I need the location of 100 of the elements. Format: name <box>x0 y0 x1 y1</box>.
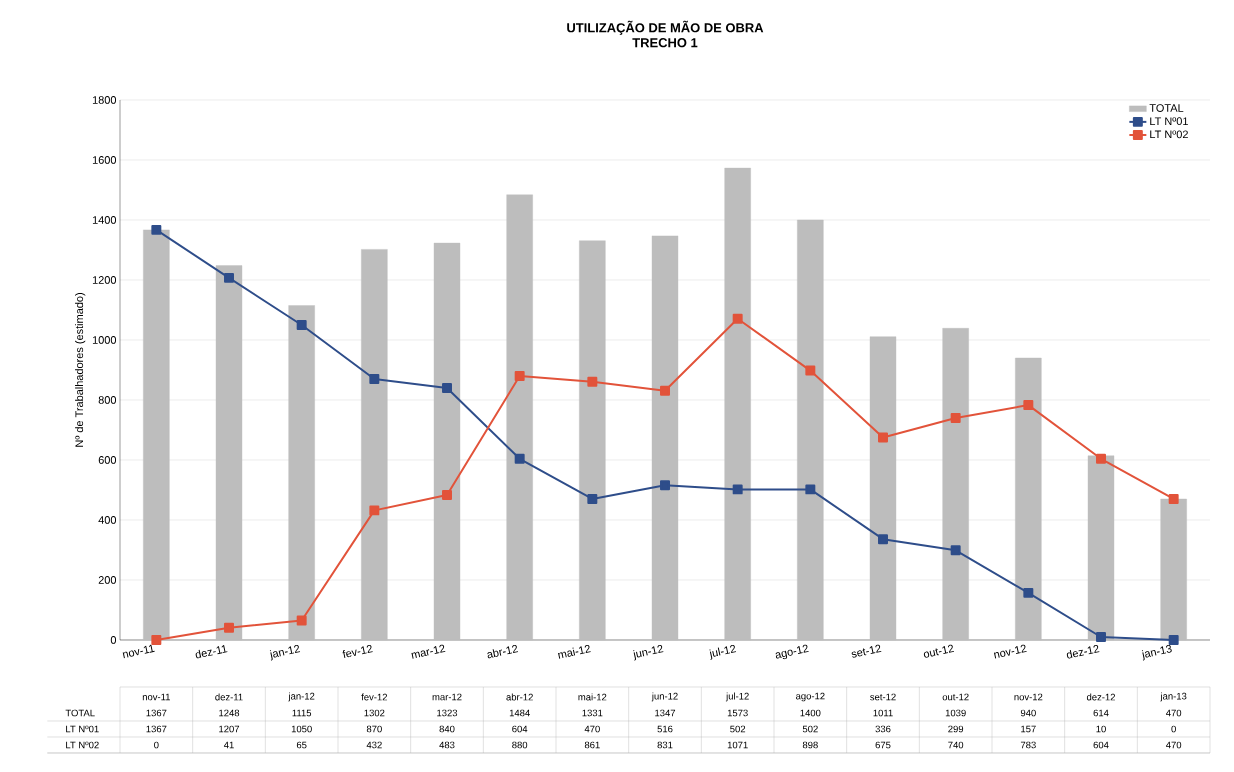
data-label: 0 <box>1171 725 1176 733</box>
data-label: 502 <box>802 725 818 733</box>
data-label: 940 <box>1020 709 1036 717</box>
data-label: 502 <box>730 725 746 733</box>
category-label: ago-12 <box>796 692 825 702</box>
bar <box>361 249 388 641</box>
point <box>296 320 307 330</box>
x-tick-label: jan-13 <box>1141 645 1172 661</box>
y-tick-label: 1800 <box>92 96 117 104</box>
x-tick-label: dez-11 <box>195 645 228 659</box>
data-label: 1248 <box>219 709 240 717</box>
point <box>514 371 525 381</box>
data-label: 880 <box>512 741 528 749</box>
point <box>878 534 888 545</box>
bar <box>942 328 969 641</box>
chart-subtitle: TRECHO 1 <box>632 38 698 48</box>
data-label: 299 <box>948 725 964 733</box>
point <box>151 635 162 645</box>
data-label: 10 <box>1096 725 1106 733</box>
bar <box>143 229 170 641</box>
data-label: 1323 <box>437 709 458 717</box>
legend-label: TOTAL <box>1149 104 1184 112</box>
y-tick-label: 1200 <box>92 276 117 284</box>
data-label: 41 <box>223 741 234 749</box>
y-tick-label: 1000 <box>92 336 117 344</box>
bar <box>1160 498 1187 641</box>
category-label: nov-11 <box>142 693 170 701</box>
data-label: 831 <box>657 741 673 749</box>
data-label: 516 <box>657 725 673 733</box>
data-label: 470 <box>584 725 600 733</box>
point <box>1023 587 1034 598</box>
point <box>442 383 452 393</box>
point <box>224 622 234 633</box>
point <box>805 365 816 376</box>
y-axis-title: Nº de Trabalhadores (estimado) <box>75 293 86 447</box>
y-tick-label: 600 <box>98 456 117 464</box>
bar <box>506 194 533 641</box>
point <box>369 374 380 384</box>
data-label: 65 <box>296 741 307 749</box>
point <box>732 484 743 495</box>
x-tick-label: mar-12 <box>411 644 446 659</box>
y-tick-label: 800 <box>98 396 117 404</box>
point <box>878 432 888 443</box>
data-label: 614 <box>1093 709 1109 717</box>
x-tick-label: abr-12 <box>487 645 519 659</box>
data-label: 1115 <box>292 709 312 717</box>
text: LT Nº01 <box>66 725 99 733</box>
data-label: 604 <box>512 725 528 733</box>
data-label: 1050 <box>291 725 312 733</box>
point <box>442 490 452 501</box>
bar <box>1087 455 1115 641</box>
data-label: 740 <box>948 741 964 749</box>
y-tick-label: 1400 <box>92 216 117 224</box>
data-label: 470 <box>1165 709 1182 717</box>
category-label: abr-12 <box>506 693 533 701</box>
point <box>514 453 525 464</box>
data-label: 1071 <box>727 741 748 749</box>
point <box>587 376 598 387</box>
data-label: 1039 <box>945 709 966 717</box>
data-label: 861 <box>584 741 600 749</box>
data-label: 840 <box>439 725 455 733</box>
point <box>805 484 816 495</box>
point <box>1096 453 1106 464</box>
data-label: 1011 <box>873 709 893 717</box>
data-label: 675 <box>875 741 891 749</box>
point <box>950 545 961 556</box>
data-label: 783 <box>1020 741 1036 749</box>
point <box>1023 400 1034 411</box>
data-label: 1302 <box>364 709 385 717</box>
x-tick-label: mai-12 <box>558 645 591 659</box>
data-label: 0 <box>154 741 159 749</box>
point <box>224 272 234 283</box>
x-tick-label: ago-12 <box>775 644 809 660</box>
point <box>1168 635 1179 645</box>
data-label: 604 <box>1093 741 1109 749</box>
data-label: 1573 <box>727 709 748 717</box>
data-label: 1367 <box>146 709 167 717</box>
category-label: set-12 <box>870 693 896 701</box>
bar <box>651 235 679 641</box>
x-tick-label: jan-12 <box>269 645 301 661</box>
bar <box>579 240 606 641</box>
category-label: mai-12 <box>578 693 607 701</box>
point <box>151 224 162 235</box>
x-tick-label: jun-12 <box>633 645 664 661</box>
y-tick-label: 400 <box>98 516 117 524</box>
text: TOTAL <box>65 709 95 717</box>
data-label: 1484 <box>509 709 530 717</box>
bar <box>1015 357 1042 641</box>
x-tick-label: nov-11 <box>122 644 155 659</box>
category-label: jan-12 <box>288 692 315 702</box>
point <box>660 385 670 396</box>
text: LT Nº02 <box>66 741 99 749</box>
data-label: 1400 <box>800 709 821 717</box>
bar <box>797 219 824 641</box>
legend-label: LT Nº01 <box>1150 117 1188 126</box>
category-label: nov-12 <box>1014 693 1043 701</box>
x-tick-label: fev-12 <box>342 644 373 659</box>
data-label: 470 <box>1165 741 1182 749</box>
category-label: fev-12 <box>361 693 388 701</box>
y-tick-label: 200 <box>98 576 117 584</box>
